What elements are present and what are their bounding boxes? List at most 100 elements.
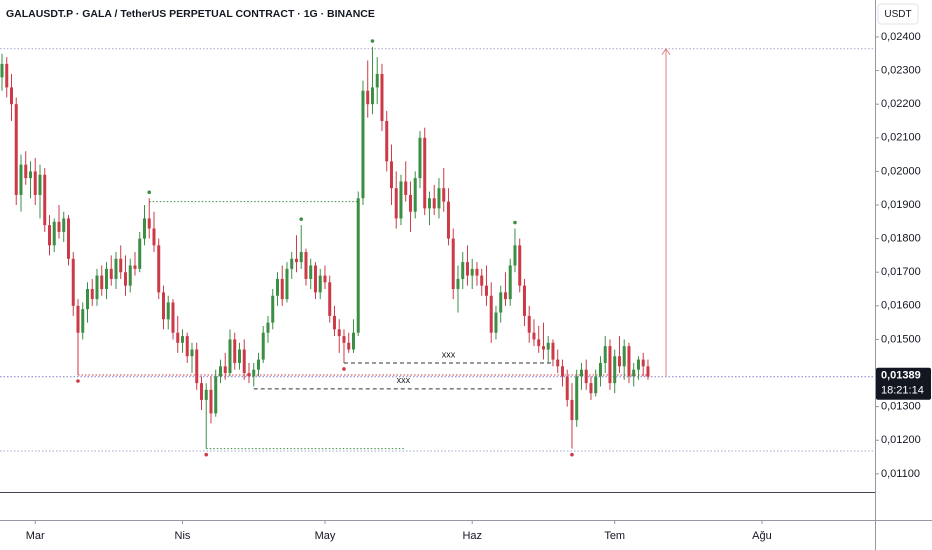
candle-body <box>294 258 298 263</box>
candle-body <box>52 221 56 246</box>
last-price-box <box>876 367 931 400</box>
y-tick-label: 0,01200 <box>881 434 921 446</box>
candle-body <box>613 356 617 384</box>
candle-body <box>451 238 455 290</box>
pivot-high <box>147 190 152 195</box>
candle-body <box>513 245 517 266</box>
y-tick-label: 0,02200 <box>881 98 921 110</box>
candle-body <box>19 164 23 195</box>
candle-body <box>541 346 545 350</box>
candle-body <box>138 238 142 269</box>
candle-body <box>413 178 417 212</box>
candle-body <box>5 63 9 88</box>
candle-body <box>247 373 251 377</box>
candle-body <box>432 198 436 209</box>
y-tick-label: 0,01900 <box>881 199 921 211</box>
candle-body <box>57 221 61 232</box>
candle-body <box>228 339 232 374</box>
candle-body <box>394 188 398 219</box>
candle-body <box>242 349 246 374</box>
candle-body <box>190 349 194 357</box>
candle-body <box>399 181 403 219</box>
currency-button[interactable] <box>877 3 919 25</box>
x-tick-label: Haz <box>462 530 482 542</box>
candle-body <box>195 349 199 384</box>
candle-body <box>95 275 99 300</box>
candle-body <box>584 369 588 384</box>
y-tick-label: 0,01300 <box>881 401 921 413</box>
y-tick-label: 0,01600 <box>881 300 921 312</box>
candle-body <box>223 366 227 374</box>
candle-body <box>375 73 379 88</box>
candle-body <box>323 275 327 283</box>
candle-body <box>418 137 422 179</box>
currency-label[interactable]: USDT <box>884 9 911 20</box>
candle-body <box>347 342 351 350</box>
candle-body <box>147 218 151 229</box>
candle-body <box>446 201 450 239</box>
y-tick-label: 0,01500 <box>881 333 921 345</box>
candle-body <box>565 376 569 400</box>
candle-body <box>209 389 213 414</box>
candle-body <box>465 262 469 276</box>
y-tick-label: 0,02100 <box>881 132 921 144</box>
candle-body <box>76 305 80 333</box>
candle-body <box>33 171 37 195</box>
candle-body <box>494 312 498 333</box>
candle-body <box>38 174 42 195</box>
x-tick-label: May <box>315 530 336 542</box>
candle-body <box>157 245 161 293</box>
candle-body <box>546 342 550 350</box>
candle-body <box>176 332 180 343</box>
candle-body <box>470 268 474 276</box>
candle-body <box>356 198 360 333</box>
candle-body <box>594 376 598 394</box>
candle-body <box>527 315 531 333</box>
candle-body <box>646 366 650 377</box>
candle-body <box>304 252 308 279</box>
countdown: 18:21:14 <box>881 385 924 397</box>
candle-body <box>71 258 75 306</box>
candle-body <box>24 164 28 179</box>
candle-body <box>404 181 408 195</box>
candle-body <box>119 258 123 273</box>
candle-body <box>366 90 370 105</box>
candle-body <box>456 278 460 290</box>
y-tick-label: 0,02300 <box>881 64 921 76</box>
candle-body <box>128 265 132 286</box>
candle-body <box>537 339 541 347</box>
last-price-label: 0,01389 <box>881 370 921 382</box>
candle-body <box>261 332 265 360</box>
y-tick-label: 0,02000 <box>881 165 921 177</box>
pivot-low <box>342 367 346 371</box>
candle-body <box>389 161 393 189</box>
candle-body <box>532 332 536 340</box>
candle-body <box>489 295 493 333</box>
x-tick-label: Mar <box>26 530 45 542</box>
candle-body <box>43 174 47 226</box>
candle-body <box>9 87 13 105</box>
candle-body <box>484 285 488 296</box>
candle-body <box>214 376 218 414</box>
candle-body <box>636 359 640 370</box>
candle-body <box>28 171 32 179</box>
candle-body <box>204 389 208 400</box>
candle-body <box>133 265 137 269</box>
candle-body <box>166 302 170 320</box>
candle-body <box>598 362 602 377</box>
candle-body <box>423 137 427 209</box>
level-label: xxx <box>397 375 411 385</box>
candle-body <box>62 218 66 232</box>
arrow-head <box>661 47 671 56</box>
y-tick-label: 0,01100 <box>881 468 920 480</box>
candle-body <box>299 252 303 263</box>
candle-body <box>608 346 612 384</box>
candle-body <box>180 336 184 343</box>
level-label: xxx <box>442 349 456 359</box>
candle-body <box>518 245 522 286</box>
x-tick-label: Tem <box>604 530 625 542</box>
candle-body <box>90 289 94 300</box>
pivot-high <box>513 220 517 225</box>
